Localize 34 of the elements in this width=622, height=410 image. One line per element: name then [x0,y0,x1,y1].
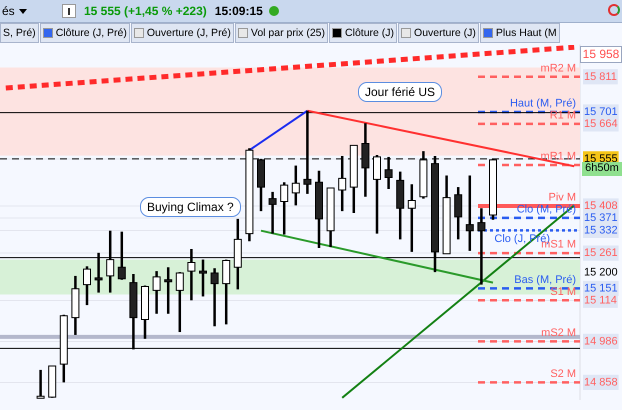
y-tick-label: 14 986 [584,335,618,348]
ref-line-label: S1 M [550,286,576,298]
ref-line-label: S2 M [550,368,576,380]
y-tick-label: 15 371 [584,212,618,224]
annotation: Buying Climax ? [140,197,241,217]
text: és [1,4,16,18]
ref-line-label: Haut (M, Pré) [510,98,576,110]
text: Clôture (J, Pré) [40,23,130,43]
y-tick-label: 15 114 [584,294,617,306]
y-tick-label: 15 408 [584,200,618,212]
ref-line-label: mR2 M [540,62,576,74]
ref-line-label: Piv M [548,192,576,204]
y-tick-label: 15 151 [584,282,618,294]
annotation: Jour férié US [358,82,442,102]
y-tick-label: 15 200 [584,266,618,279]
text: Ouverture (J) [398,23,479,43]
text: S, Pré) [0,23,39,43]
text: 6h50m [582,162,622,176]
text: Ouverture (J, Pré) [130,23,234,43]
y-tick-label: 15 701 [584,106,618,118]
y-tick-label: 15 332 [584,224,618,236]
ref-line-label: mS2 M [541,326,576,339]
text: 15 958 [580,46,622,63]
y-tick-label: 15 664 [584,118,618,130]
text: Plus Haut (M [480,23,560,43]
y-tick-label: 14 858 [584,376,618,388]
ref-line-label: Bas (M, Pré) [514,274,576,286]
y-tick-label: 15 261 [584,247,618,260]
chart-subtitle: 15:09:15 [214,4,263,18]
y-tick-label: 15 811 [584,70,617,83]
text: Vol par prix (25) [234,23,328,43]
chart-title: 15 555 (+1,45 % +223) [84,4,207,18]
ref-line-label: mR1 M [540,150,576,162]
text: Clôture (J) [329,23,398,43]
